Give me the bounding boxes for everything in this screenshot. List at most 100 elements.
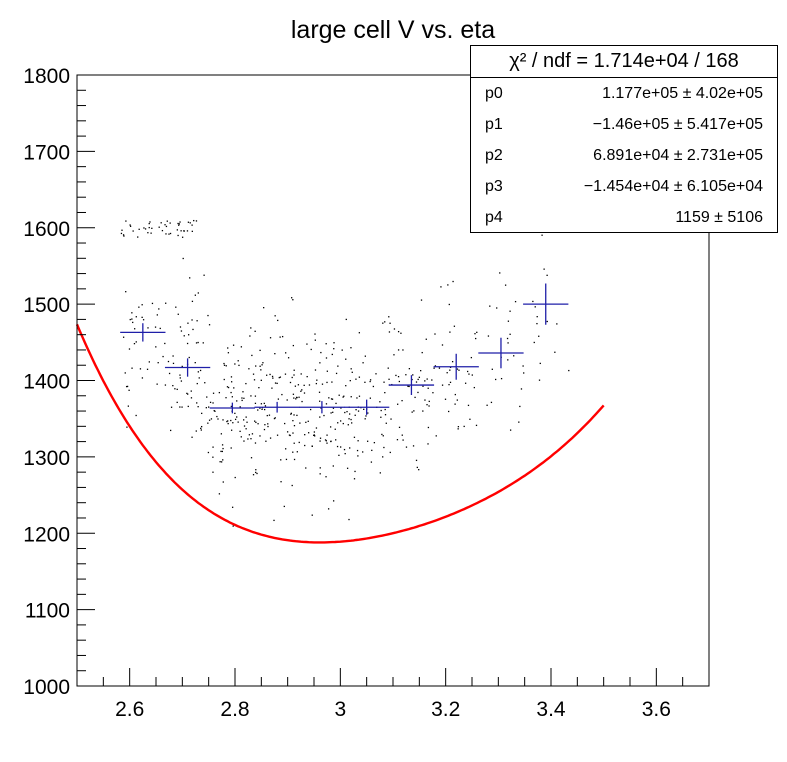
data-point — [190, 390, 192, 392]
data-point — [316, 379, 318, 381]
data-point — [285, 458, 288, 461]
y-tick-label: 1800 — [23, 65, 70, 88]
data-point — [496, 307, 498, 309]
data-point — [523, 372, 525, 374]
data-point — [154, 326, 157, 328]
data-point — [331, 381, 333, 383]
data-point — [418, 376, 421, 378]
data-point — [291, 484, 293, 487]
data-point — [431, 379, 433, 381]
data-point — [146, 368, 149, 370]
data-point — [212, 446, 214, 448]
data-point — [230, 419, 232, 422]
data-point — [149, 221, 151, 223]
data-point — [293, 442, 295, 444]
data-point — [327, 508, 330, 510]
data-point — [218, 493, 221, 495]
data-point — [369, 380, 371, 383]
data-point — [179, 374, 181, 376]
scatter-points — [120, 219, 570, 527]
data-point — [541, 234, 543, 236]
data-point — [155, 346, 157, 348]
data-point — [434, 333, 436, 335]
data-point — [280, 459, 282, 461]
data-point — [414, 396, 416, 399]
data-point — [556, 323, 558, 325]
data-point — [200, 425, 203, 428]
data-point — [135, 341, 137, 343]
data-point — [397, 330, 400, 333]
data-point — [434, 365, 437, 367]
data-point — [269, 337, 272, 339]
data-point — [212, 456, 214, 458]
data-point — [418, 469, 420, 471]
data-point — [165, 225, 168, 228]
data-point — [326, 370, 328, 372]
data-point — [293, 414, 295, 416]
data-point — [342, 422, 344, 425]
data-point — [380, 409, 382, 412]
data-point — [289, 434, 291, 437]
data-point — [384, 408, 386, 411]
data-point — [252, 373, 255, 375]
data-point — [182, 257, 184, 260]
param-value: 6.891e+04 ± 2.731e+05 — [593, 147, 763, 164]
param-name: p2 — [485, 147, 503, 164]
param-value: 1159 ± 5106 — [675, 209, 763, 226]
data-point — [159, 327, 161, 330]
data-point — [222, 481, 224, 483]
data-point — [379, 472, 381, 474]
data-point — [330, 412, 332, 414]
data-point — [191, 300, 194, 303]
data-point — [161, 229, 164, 232]
data-point — [449, 369, 451, 371]
data-point — [267, 423, 269, 425]
data-point — [141, 316, 143, 319]
data-point — [509, 333, 511, 335]
data-point — [340, 446, 342, 448]
data-point — [239, 406, 241, 408]
data-point — [251, 354, 253, 357]
data-point — [348, 518, 350, 521]
data-point — [451, 360, 454, 363]
data-point — [504, 284, 507, 286]
data-point — [385, 422, 387, 424]
x-tick-label: 3 — [334, 698, 346, 721]
data-point — [456, 368, 459, 370]
data-point — [365, 415, 367, 417]
data-point — [355, 378, 357, 380]
data-point — [474, 333, 476, 335]
data-point — [243, 440, 245, 442]
profile-point — [478, 337, 524, 369]
data-point — [546, 274, 548, 276]
data-point — [427, 426, 430, 429]
data-point — [190, 397, 193, 399]
data-point — [206, 396, 208, 398]
data-point — [264, 424, 266, 426]
data-point — [199, 369, 202, 372]
data-point — [265, 440, 267, 442]
data-point — [292, 299, 294, 301]
data-point — [132, 230, 134, 232]
data-point — [408, 385, 410, 388]
data-point — [405, 374, 407, 376]
data-point — [183, 230, 185, 232]
data-point — [271, 387, 273, 389]
param-name: p4 — [485, 209, 503, 226]
data-point — [192, 328, 194, 331]
fit-curve — [75, 323, 605, 544]
data-point — [441, 344, 444, 346]
data-point — [243, 425, 246, 427]
data-point — [230, 429, 233, 431]
data-point — [314, 369, 317, 371]
data-point — [255, 469, 257, 471]
data-point — [220, 450, 222, 453]
data-point — [177, 313, 179, 315]
stats-row-p3: p3 −1.454e+04 ± 6.105e+04 — [471, 171, 777, 202]
data-point — [305, 421, 307, 424]
data-point — [151, 227, 153, 229]
data-point — [151, 302, 154, 305]
data-point — [428, 405, 430, 407]
data-point — [279, 336, 281, 338]
data-point — [381, 433, 383, 436]
